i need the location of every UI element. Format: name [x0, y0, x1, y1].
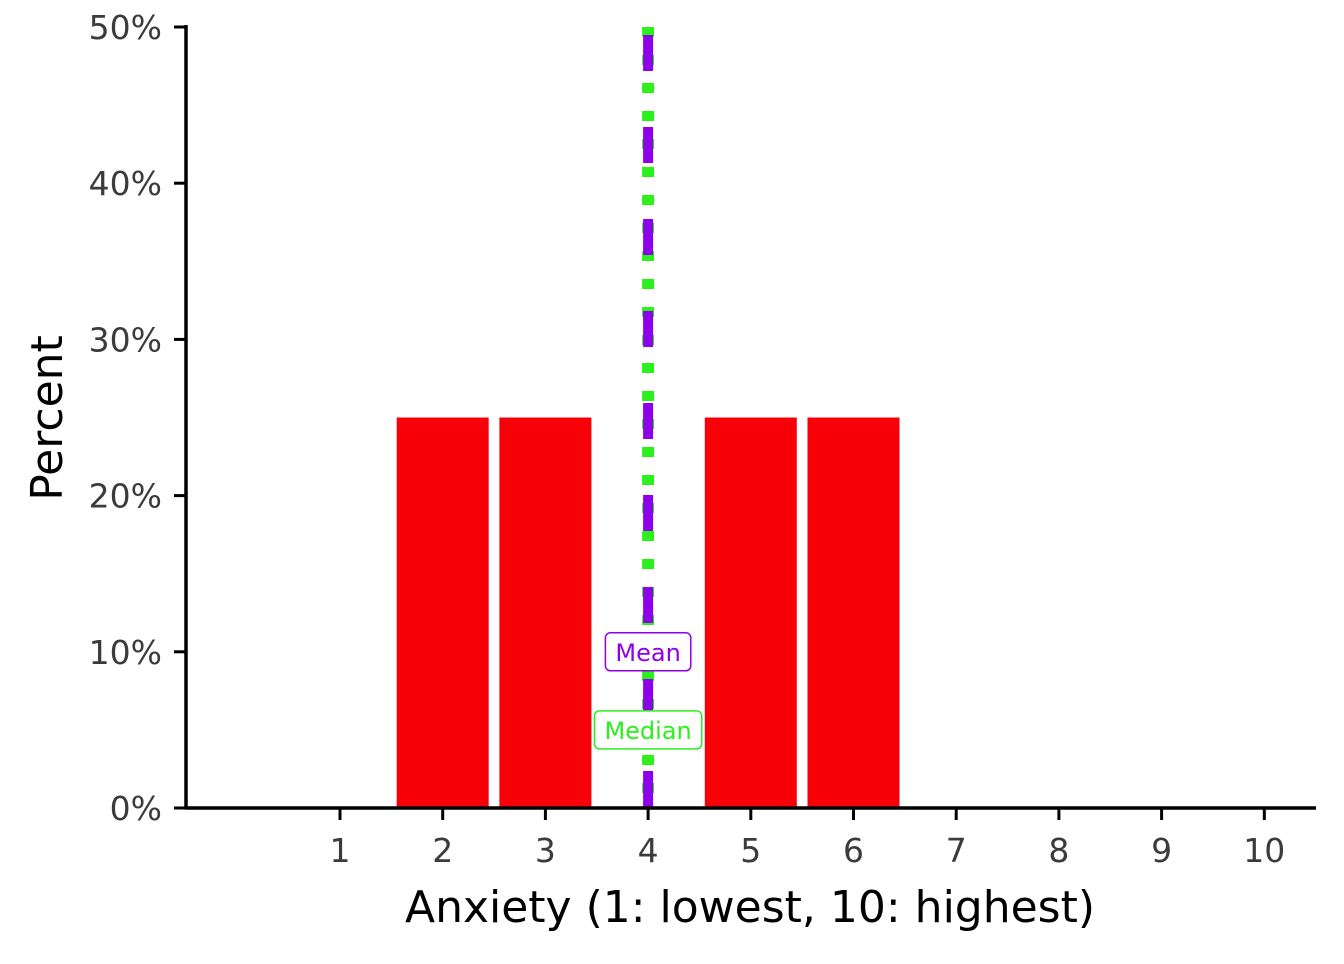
reference-labels-group: Mean Median: [593, 632, 703, 750]
x-tick-label-6: 6: [843, 831, 864, 870]
x-tick-label-9: 9: [1151, 831, 1172, 870]
bar-6: [807, 417, 900, 808]
y-tick-label-40: 40%: [89, 164, 162, 203]
x-tick-label-8: 8: [1048, 831, 1069, 870]
y-axis-title: Percent: [22, 335, 73, 501]
ref-label-box-mean: [604, 632, 692, 672]
ref-label-text-mean: Mean: [615, 639, 680, 667]
x-tick-label-3: 3: [535, 831, 556, 870]
bar-2: [396, 417, 489, 808]
x-axis-title: Anxiety (1: lowest, 10: highest): [405, 882, 1095, 933]
y-tick-label-30: 30%: [89, 320, 162, 359]
ref-label-box-median: [593, 710, 703, 750]
bar-5: [704, 417, 797, 808]
y-tick-label-50: 50%: [89, 8, 162, 47]
x-tick-label-4: 4: [638, 831, 659, 870]
x-tick-label-1: 1: [330, 831, 351, 870]
x-tick-label-5: 5: [740, 831, 761, 870]
x-tick-label-7: 7: [946, 831, 967, 870]
ref-label-median: Median: [593, 710, 703, 750]
ref-label-text-median: Median: [604, 717, 691, 745]
y-tick-label-20: 20%: [89, 477, 162, 516]
x-tick-label-10: 10: [1243, 831, 1285, 870]
y-tick-label-10: 10%: [89, 633, 162, 672]
ref-label-mean: Mean: [604, 632, 692, 672]
axes-group: 0% 10% 20% 30% 40% 50% 1 2 3 4 5 6 7 8 9 10: [89, 8, 1316, 870]
y-tick-label-0: 0%: [110, 789, 162, 828]
bars-group: [396, 417, 900, 808]
x-tick-label-2: 2: [432, 831, 453, 870]
bar-3: [499, 417, 592, 808]
